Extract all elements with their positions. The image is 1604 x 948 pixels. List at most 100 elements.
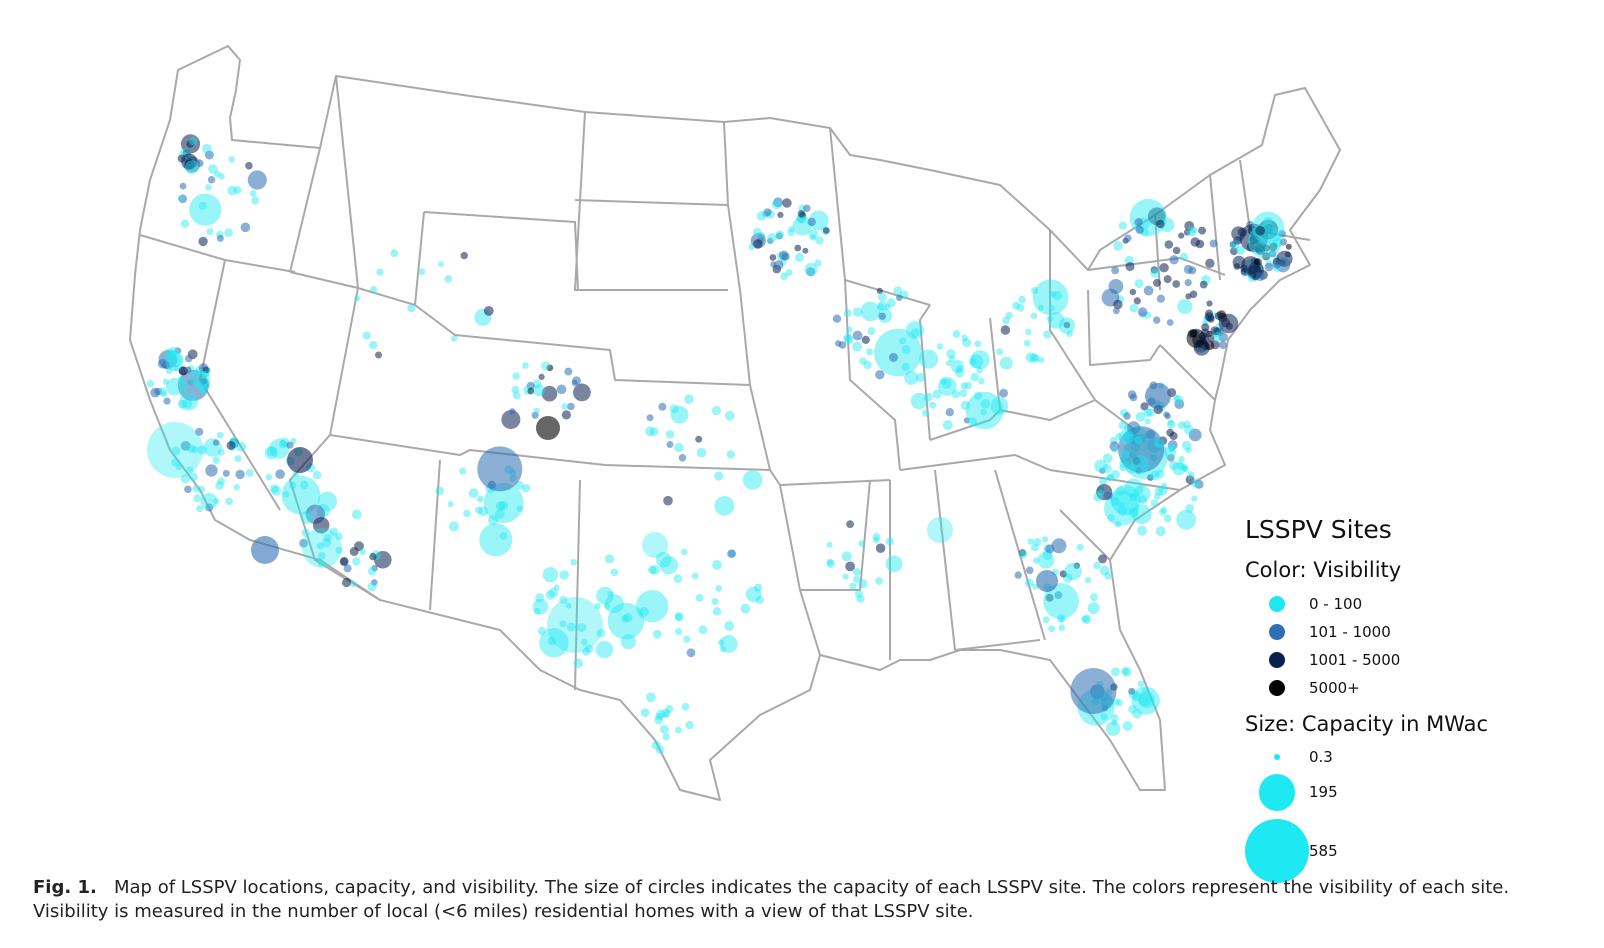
site-marker xyxy=(646,692,656,703)
site-marker xyxy=(1147,474,1154,481)
site-marker xyxy=(724,621,735,631)
site-marker xyxy=(270,484,279,493)
site-marker xyxy=(1125,262,1135,272)
site-marker xyxy=(1113,241,1123,251)
site-marker xyxy=(1178,232,1185,239)
site-marker xyxy=(683,635,691,643)
site-marker xyxy=(878,292,887,302)
site-marker xyxy=(1031,543,1039,552)
site-marker xyxy=(846,520,854,529)
site-marker xyxy=(832,314,842,323)
site-marker xyxy=(1185,293,1192,300)
site-marker xyxy=(1182,440,1192,451)
legend-color-label: 1001 - 5000 xyxy=(1309,651,1401,669)
site-marker xyxy=(804,262,818,277)
site-marker xyxy=(174,347,182,355)
site-marker xyxy=(1115,433,1123,441)
site-marker xyxy=(1153,316,1161,324)
site-marker xyxy=(826,559,835,569)
site-marker xyxy=(1185,475,1195,485)
site-marker xyxy=(1110,496,1120,506)
site-marker xyxy=(1184,221,1195,231)
site-marker xyxy=(1113,299,1123,310)
site-marker xyxy=(823,227,830,234)
site-marker xyxy=(182,398,193,409)
site-marker xyxy=(806,267,816,277)
site-marker xyxy=(1129,303,1139,313)
site-marker xyxy=(1230,247,1238,256)
site-marker xyxy=(1099,477,1108,486)
legend-color-swatch xyxy=(1269,624,1285,640)
site-marker xyxy=(754,583,763,592)
legend-size-swatch xyxy=(1274,754,1280,760)
site-marker xyxy=(1031,287,1039,295)
site-marker xyxy=(910,392,928,410)
site-marker xyxy=(323,533,332,543)
site-marker xyxy=(342,577,352,588)
site-marker xyxy=(652,629,662,639)
site-marker xyxy=(1174,399,1185,409)
site-marker xyxy=(1184,279,1192,287)
site-marker xyxy=(826,541,833,548)
site-marker xyxy=(636,590,669,623)
site-marker xyxy=(1164,413,1171,420)
site-marker xyxy=(1191,495,1198,502)
site-marker xyxy=(969,358,977,366)
site-marker xyxy=(639,607,649,617)
site-marker xyxy=(712,607,722,616)
site-marker xyxy=(660,725,669,734)
site-marker xyxy=(235,469,245,480)
site-marker xyxy=(202,143,212,154)
site-marker xyxy=(621,615,629,623)
site-marker xyxy=(269,438,290,459)
lsspv-map-figure: LSSPV Sites Color: Visibility 0 - 100 101… xyxy=(129,45,1489,883)
legend-size-label: 585 xyxy=(1309,841,1338,860)
site-marker xyxy=(594,603,601,610)
state-lines xyxy=(139,75,1311,691)
site-marker xyxy=(807,217,816,227)
site-marker xyxy=(1163,514,1172,523)
legend-size-heading: Size: Capacity in MWac xyxy=(1245,712,1489,736)
site-marker xyxy=(173,365,180,372)
site-marker xyxy=(559,570,570,580)
site-marker xyxy=(1135,411,1146,422)
site-marker xyxy=(1186,226,1197,237)
site-marker xyxy=(860,301,881,322)
site-marker xyxy=(278,440,288,449)
site-marker xyxy=(1047,312,1065,329)
site-marker xyxy=(1066,330,1074,337)
site-marker xyxy=(929,401,937,409)
site-marker xyxy=(1138,495,1148,504)
site-marker xyxy=(390,249,399,258)
site-marker xyxy=(855,590,863,598)
site-marker xyxy=(459,467,467,475)
legend-color-swatch xyxy=(1269,596,1285,612)
site-marker xyxy=(942,420,953,430)
site-marker xyxy=(1264,262,1274,272)
site-marker xyxy=(884,303,891,310)
site-marker xyxy=(1037,304,1044,311)
site-marker xyxy=(927,517,953,543)
site-marker xyxy=(867,327,876,336)
site-marker xyxy=(233,186,242,195)
site-marker xyxy=(1198,226,1207,235)
site-marker xyxy=(604,554,615,564)
site-marker xyxy=(521,483,531,493)
site-marker xyxy=(584,644,594,654)
site-marker xyxy=(1119,449,1130,460)
site-marker xyxy=(967,417,978,427)
site-marker xyxy=(662,711,670,718)
site-marker xyxy=(201,370,208,378)
site-marker xyxy=(1093,492,1103,502)
site-marker xyxy=(146,380,154,388)
site-marker xyxy=(802,247,809,254)
legend-size-items: 0.3 195 585 xyxy=(1245,744,1545,887)
site-marker xyxy=(946,349,956,359)
site-marker xyxy=(990,397,1009,415)
site-marker xyxy=(335,546,343,554)
site-marker xyxy=(1084,577,1092,584)
site-marker xyxy=(234,455,242,463)
site-marker xyxy=(1263,216,1273,227)
site-marker xyxy=(1285,243,1292,250)
site-marker xyxy=(418,268,426,276)
